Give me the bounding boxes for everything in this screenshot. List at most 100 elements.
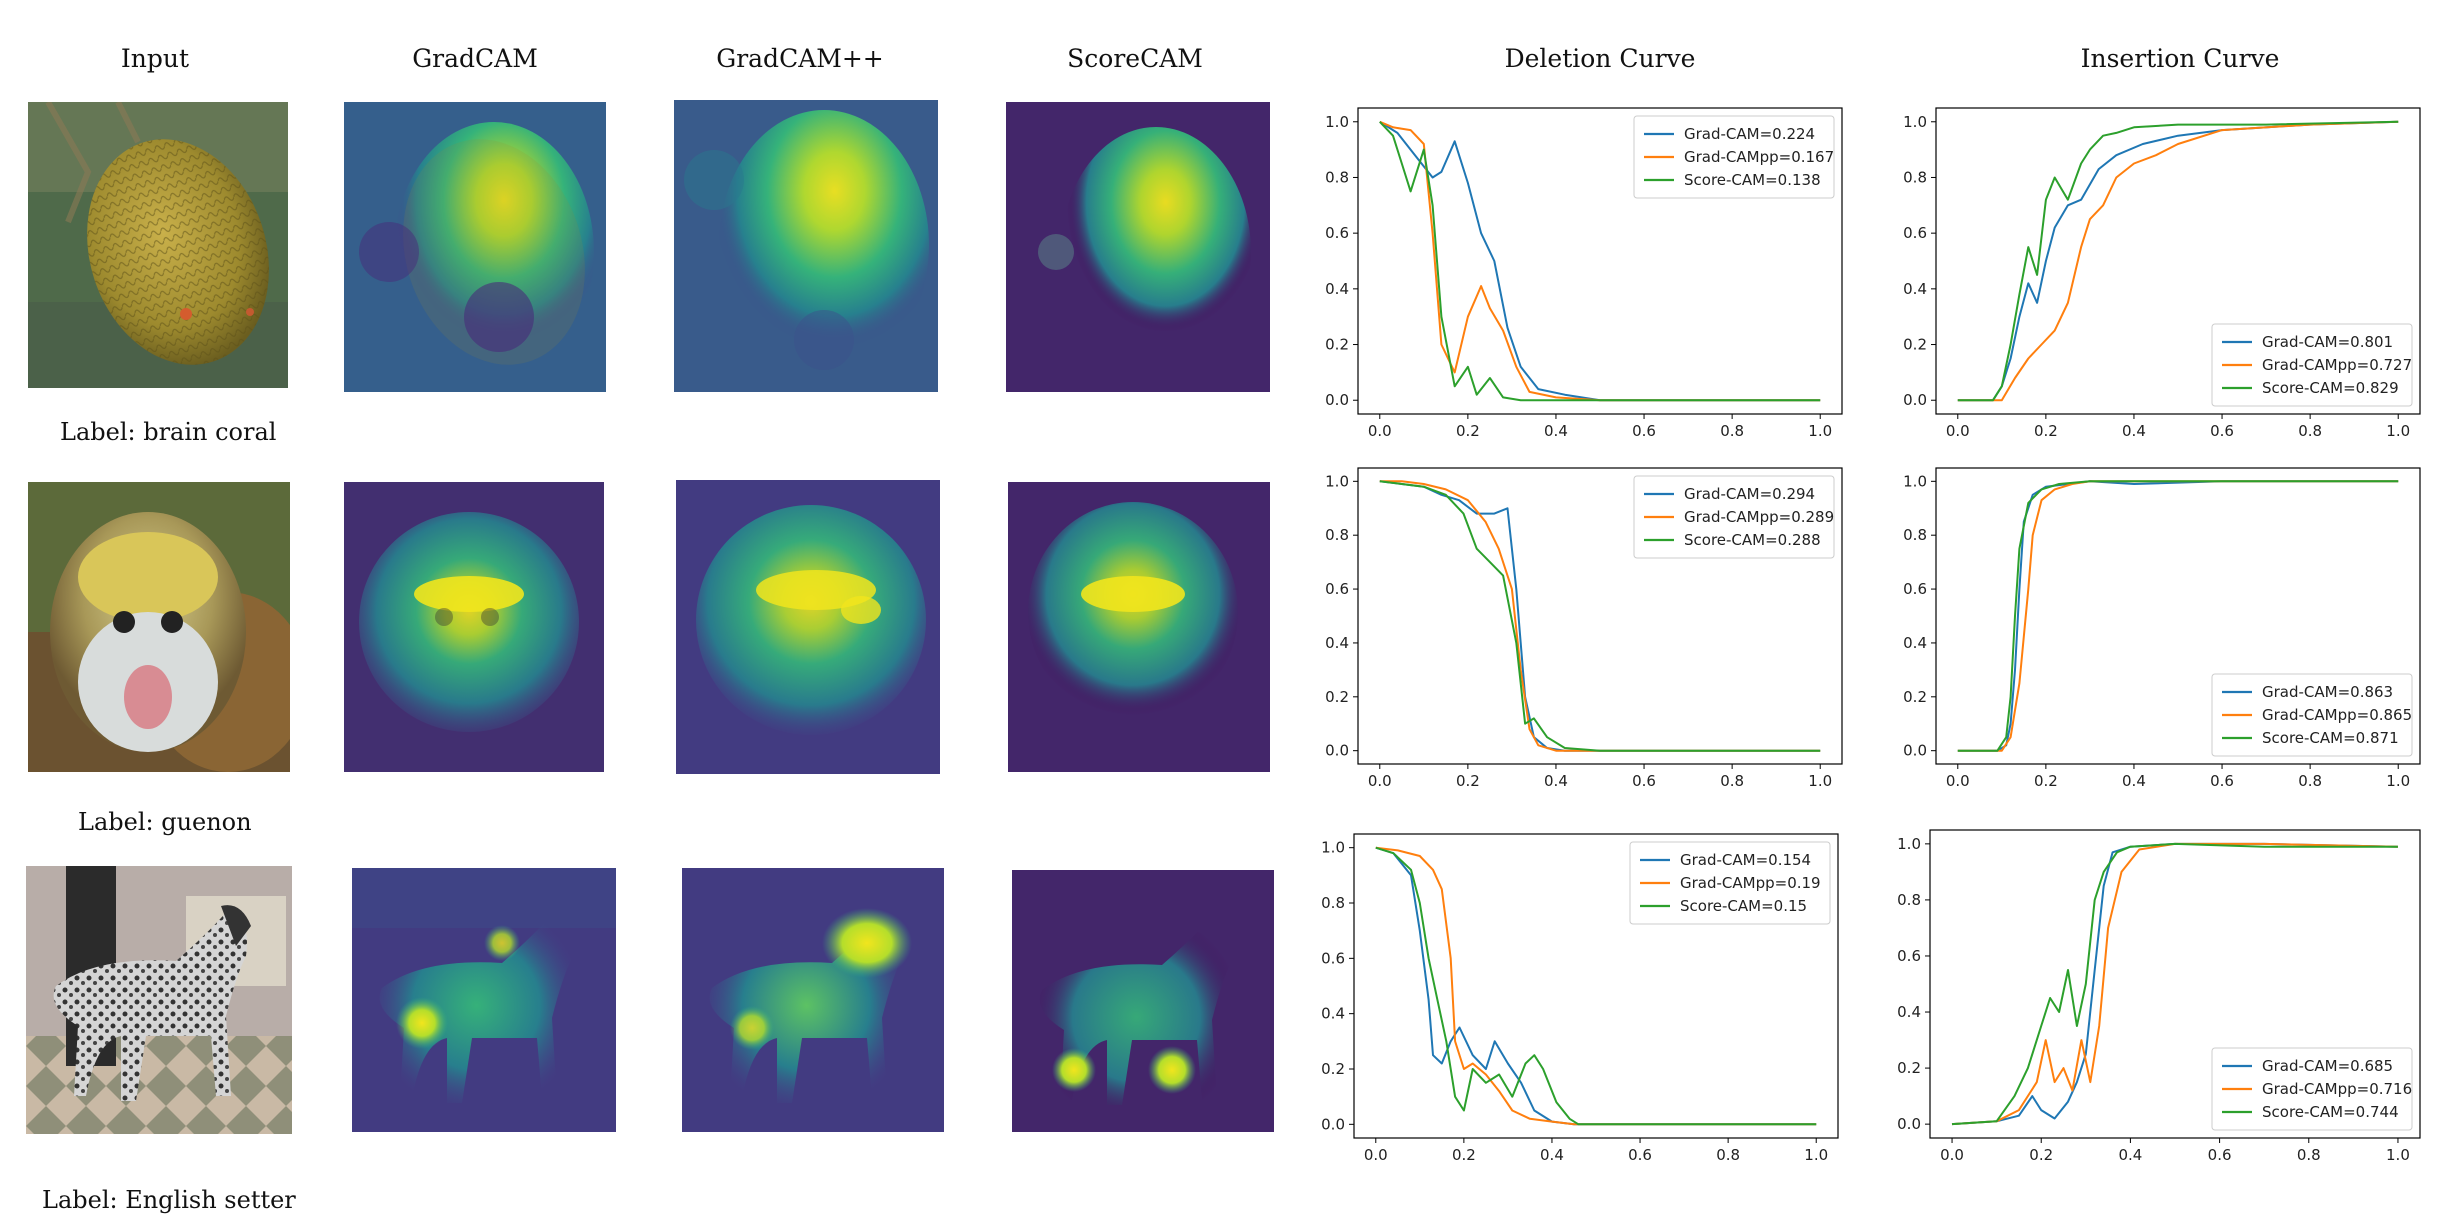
deletion-curve-svg-english-setter: 0.0 0.2 0.4 0.6 0.8 1.0 0.0 0.2 0.4 0.6 0.8 1.0 Grad…: [1321, 833, 1839, 1164]
x-tick-label: 1.0: [2386, 422, 2410, 440]
legend-box: [1633, 475, 1835, 559]
scorecam-heatmap-brain-coral: [1006, 102, 1270, 392]
series-line-3: [1957, 480, 2399, 752]
x-tick-label: 0.6: [1632, 772, 1656, 790]
series-line-3: [1379, 121, 1821, 402]
x-tick-label: 0.0: [1368, 772, 1392, 790]
legend-box: [1633, 115, 1835, 199]
gradcam-heatmap-english-setter: [352, 868, 616, 1132]
series-line-2: [1375, 846, 1817, 1126]
legend-box: [2211, 1047, 2413, 1131]
legend-label-3: Score-CAM=0.288: [1684, 531, 1821, 549]
legend-label-1: Grad-CAM=0.685: [2262, 1057, 2393, 1075]
legend-label-1: Grad-CAM=0.863: [2262, 683, 2393, 701]
insertion-curve-chart-guenon: 0.0 0.2 0.4 0.6 0.8 1.0 0.0 0.2 0.4 0.6 0.8 1.0 Grad…: [1888, 460, 2428, 800]
legend-label-3: Score-CAM=0.744: [2262, 1103, 2399, 1121]
y-tick-label: 0.2: [1325, 336, 1349, 354]
y-tick-label: 0.4: [1321, 1005, 1345, 1023]
x-tick-label: 0.4: [2122, 422, 2146, 440]
row-label-brain-coral: Label: brain coral: [60, 418, 277, 446]
series-line-2: [1379, 120, 1821, 402]
deletion-curve-svg-brain-coral: 0.0 0.2 0.4 0.6 0.8 1.0 0.0 0.2 0.4 0.6 0.8 1.0 Grad…: [1325, 107, 1843, 440]
x-tick-label: 1.0: [1808, 422, 1832, 440]
deletion-curve-chart-english-setter: 0.0 0.2 0.4 0.6 0.8 1.0 0.0 0.2 0.4 0.6 0.8 1.0 Grad…: [1306, 826, 1846, 1174]
y-tick-label: 0.2: [1903, 336, 1927, 354]
legend-label-2: Grad-CAMpp=0.289: [1684, 508, 1834, 526]
y-tick-label: 0.6: [1897, 947, 1921, 965]
x-tick-label: 0.0: [1940, 1146, 1964, 1164]
series-line-3: [1957, 120, 2399, 402]
x-tick-label: 0.6: [2210, 422, 2234, 440]
series-line-3: [1379, 480, 1821, 752]
y-tick-label: 0.8: [1903, 168, 1927, 186]
series-line-2: [1951, 842, 2398, 1126]
legend-box: [1629, 841, 1831, 925]
x-tick-label: 0.2: [2029, 1146, 2053, 1164]
x-tick-label: 0.2: [1456, 422, 1480, 440]
x-tick-label: 0.0: [1946, 422, 1970, 440]
y-tick-label: 1.0: [1903, 472, 1927, 490]
y-tick-label: 0.6: [1321, 949, 1345, 967]
x-tick-label: 0.4: [2118, 1146, 2142, 1164]
deletion-curve-chart-guenon: 0.0 0.2 0.4 0.6 0.8 1.0 0.0 0.2 0.4 0.6 0.8 1.0 Grad…: [1310, 460, 1850, 800]
y-tick-label: 0.6: [1325, 224, 1349, 242]
gradcampp-heatmap-guenon: [676, 480, 940, 774]
scorecam-heatmap-guenon: [1008, 482, 1270, 772]
row-label-guenon: Label: guenon: [78, 808, 252, 836]
legend-label-3: Score-CAM=0.829: [2262, 379, 2399, 397]
header-gradcam: GradCAM: [412, 44, 538, 73]
x-tick-label: 1.0: [2386, 1146, 2410, 1164]
legend-label-3: Score-CAM=0.871: [2262, 729, 2399, 747]
gradcampp-heatmap-brain-coral: [674, 100, 938, 392]
y-tick-label: 1.0: [1325, 113, 1349, 131]
x-tick-label: 0.2: [2034, 422, 2058, 440]
row-label-english-setter: Label: English setter: [42, 1186, 296, 1214]
legend-box: [2211, 673, 2413, 757]
y-tick-label: 0.8: [1321, 894, 1345, 912]
insertion-curve-chart-brain-coral: 0.0 0.2 0.4 0.6 0.8 1.0 0.0 0.2 0.4 0.6 0.8 1.0 Grad…: [1888, 100, 2428, 450]
y-tick-label: 0.4: [1325, 634, 1349, 652]
x-tick-label: 1.0: [1804, 1146, 1828, 1164]
y-tick-label: 0.2: [1903, 688, 1927, 706]
y-tick-label: 0.0: [1903, 742, 1927, 760]
y-tick-label: 0.2: [1897, 1059, 1921, 1077]
legend-label-1: Grad-CAM=0.801: [2262, 333, 2393, 351]
x-tick-label: 0.6: [2210, 772, 2234, 790]
y-tick-label: 0.8: [1897, 891, 1921, 909]
legend-label-2: Grad-CAMpp=0.19: [1680, 874, 1821, 892]
x-tick-label: 0.6: [2208, 1146, 2232, 1164]
legend-label-2: Grad-CAMpp=0.716: [2262, 1080, 2412, 1098]
series-line-3: [1375, 846, 1817, 1126]
x-tick-label: 0.4: [2122, 772, 2146, 790]
series-line-1: [1379, 120, 1821, 402]
insertion-curve-svg-english-setter: 0.0 0.2 0.4 0.6 0.8 1.0 0.0 0.2 0.4 0.6 0.8 1.0 Grad…: [1897, 829, 2421, 1164]
x-tick-label: 0.2: [1456, 772, 1480, 790]
y-tick-label: 0.6: [1903, 224, 1927, 242]
y-tick-label: 1.0: [1321, 839, 1345, 857]
input-image-brain-coral: [28, 102, 288, 388]
x-tick-label: 0.0: [1946, 772, 1970, 790]
y-tick-label: 1.0: [1897, 835, 1921, 853]
series-line-3: [1951, 842, 2398, 1126]
legend-label-2: Grad-CAMpp=0.727: [2262, 356, 2412, 374]
header-deletion-curve: Deletion Curve: [1504, 44, 1696, 73]
y-tick-label: 0.8: [1903, 526, 1927, 544]
insertion-curve-svg-brain-coral: 0.0 0.2 0.4 0.6 0.8 1.0 0.0 0.2 0.4 0.6 0.8 1.0 Grad…: [1903, 107, 2421, 440]
x-tick-label: 0.6: [1628, 1146, 1652, 1164]
x-tick-label: 0.6: [1632, 422, 1656, 440]
y-tick-label: 0.0: [1897, 1115, 1921, 1133]
gradcam-heatmap-brain-coral: [344, 102, 606, 392]
x-tick-label: 1.0: [2386, 772, 2410, 790]
y-tick-label: 0.0: [1321, 1115, 1345, 1133]
x-tick-label: 1.0: [1808, 772, 1832, 790]
legend-box: [2211, 323, 2413, 407]
y-tick-label: 0.2: [1321, 1060, 1345, 1078]
legend-label-3: Score-CAM=0.15: [1680, 897, 1807, 915]
legend-label-2: Grad-CAMpp=0.167: [1684, 148, 1834, 166]
series-line-2: [1379, 480, 1821, 752]
x-tick-label: 0.8: [2298, 772, 2322, 790]
y-tick-label: 1.0: [1903, 113, 1927, 131]
y-tick-label: 0.4: [1325, 280, 1349, 298]
scorecam-heatmap-english-setter: [1012, 870, 1274, 1132]
y-tick-label: 0.8: [1325, 168, 1349, 186]
